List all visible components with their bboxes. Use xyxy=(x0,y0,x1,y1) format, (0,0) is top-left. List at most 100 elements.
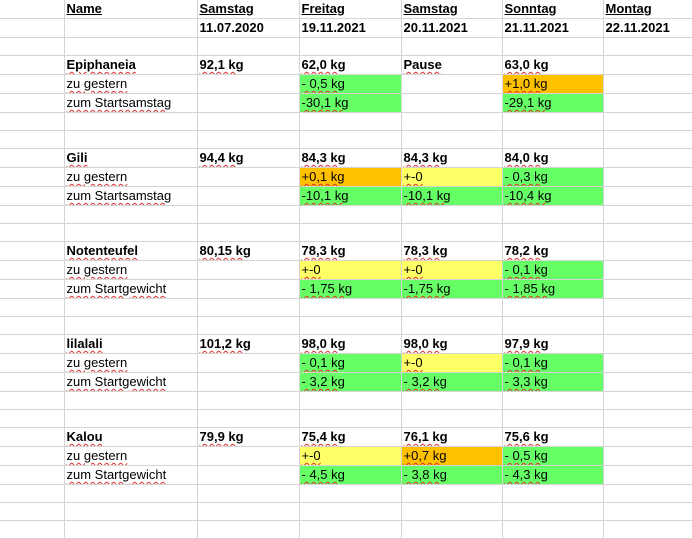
cell[interactable] xyxy=(64,409,198,428)
diff-cell[interactable] xyxy=(603,446,692,466)
cell[interactable] xyxy=(401,316,503,335)
cell[interactable] xyxy=(0,298,65,317)
cell[interactable] xyxy=(401,205,503,224)
cell[interactable] xyxy=(197,465,300,485)
header-date[interactable]: 11.07.2020 xyxy=(197,18,300,38)
weight-cell[interactable]: Pause xyxy=(401,55,503,75)
diff-cell[interactable]: - 0,5 kg xyxy=(299,74,402,94)
cell[interactable] xyxy=(64,391,198,410)
cell[interactable] xyxy=(401,112,503,131)
total-cell[interactable]: - 3,3 kg xyxy=(502,372,604,392)
cell[interactable] xyxy=(64,502,198,521)
cell[interactable] xyxy=(401,520,503,539)
cell[interactable] xyxy=(0,391,65,410)
cell[interactable] xyxy=(197,260,300,280)
cell[interactable] xyxy=(0,74,65,94)
cell[interactable] xyxy=(502,298,604,317)
cell[interactable] xyxy=(197,279,300,299)
diff-cell[interactable] xyxy=(603,74,692,94)
cell[interactable] xyxy=(502,484,604,503)
cell[interactable] xyxy=(0,520,65,539)
row-label[interactable]: zu gestern xyxy=(64,353,198,373)
cell[interactable] xyxy=(0,241,65,261)
person-name[interactable]: Epiphaneia xyxy=(64,55,198,75)
cell[interactable] xyxy=(401,409,503,428)
weight-cell[interactable]: 75,4 kg xyxy=(299,427,402,447)
cell[interactable] xyxy=(0,334,65,354)
row-label[interactable]: zu gestern xyxy=(64,260,198,280)
total-cell[interactable] xyxy=(603,93,692,113)
cell[interactable] xyxy=(197,353,300,373)
cell[interactable] xyxy=(603,316,692,335)
total-cell[interactable]: -30,1 kg xyxy=(299,93,402,113)
cell[interactable] xyxy=(502,112,604,131)
start-weight[interactable]: 94,4 kg xyxy=(197,148,300,168)
weight-cell[interactable]: 98,0 kg xyxy=(401,334,503,354)
cell[interactable] xyxy=(0,167,65,187)
weight-cell[interactable]: 84,0 kg xyxy=(502,148,604,168)
diff-cell[interactable]: +-0 xyxy=(401,353,503,373)
row-label[interactable]: zum Startgewicht xyxy=(64,372,198,392)
diff-cell[interactable] xyxy=(603,260,692,280)
cell[interactable] xyxy=(197,520,300,539)
diff-cell[interactable]: - 0,1 kg xyxy=(502,260,604,280)
cell[interactable] xyxy=(299,112,402,131)
cell[interactable] xyxy=(401,37,503,56)
cell[interactable] xyxy=(299,298,402,317)
cell[interactable] xyxy=(197,112,300,131)
total-cell[interactable]: - 1,85 kg xyxy=(502,279,604,299)
start-weight[interactable]: 92,1 kg xyxy=(197,55,300,75)
header-date[interactable]: 20.11.2021 xyxy=(401,18,503,38)
weight-cell[interactable] xyxy=(603,55,692,75)
cell[interactable] xyxy=(0,130,65,149)
total-cell[interactable]: -1,75 kg xyxy=(401,279,503,299)
cell[interactable] xyxy=(502,205,604,224)
start-weight[interactable]: 101,2 kg xyxy=(197,334,300,354)
header-date[interactable]: 21.11.2021 xyxy=(502,18,604,38)
cell[interactable] xyxy=(0,37,65,56)
cell[interactable] xyxy=(197,298,300,317)
person-name[interactable]: Gili xyxy=(64,148,198,168)
cell[interactable] xyxy=(0,446,65,466)
cell[interactable] xyxy=(299,520,402,539)
total-cell[interactable]: - 3,8 kg xyxy=(401,465,503,485)
cell[interactable] xyxy=(0,205,65,224)
row-label[interactable]: zu gestern xyxy=(64,74,198,94)
cell[interactable] xyxy=(502,37,604,56)
diff-cell[interactable]: +0,1 kg xyxy=(299,167,402,187)
cell[interactable] xyxy=(197,484,300,503)
total-cell[interactable]: -10,1 kg xyxy=(401,186,503,206)
cell[interactable] xyxy=(401,502,503,521)
total-cell[interactable]: - 4,5 kg xyxy=(299,465,402,485)
cell[interactable] xyxy=(64,130,198,149)
total-cell[interactable] xyxy=(603,186,692,206)
cell[interactable] xyxy=(502,130,604,149)
total-cell[interactable] xyxy=(401,93,503,113)
cell[interactable] xyxy=(197,446,300,466)
cell[interactable] xyxy=(401,223,503,242)
weight-cell[interactable]: 76,1 kg xyxy=(401,427,503,447)
cell[interactable] xyxy=(502,520,604,539)
cell[interactable] xyxy=(0,55,65,75)
weight-cell[interactable]: 63,0 kg xyxy=(502,55,604,75)
cell[interactable] xyxy=(0,502,65,521)
person-name[interactable]: lilalali xyxy=(64,334,198,354)
cell[interactable] xyxy=(197,37,300,56)
total-cell[interactable]: -10,1 kg xyxy=(299,186,402,206)
cell[interactable] xyxy=(197,502,300,521)
cell[interactable] xyxy=(197,409,300,428)
total-cell[interactable]: -10,4 kg xyxy=(502,186,604,206)
cell[interactable] xyxy=(0,112,65,131)
row-label[interactable]: zu gestern xyxy=(64,446,198,466)
diff-cell[interactable] xyxy=(401,74,503,94)
cell[interactable] xyxy=(197,205,300,224)
cell[interactable] xyxy=(502,502,604,521)
cell[interactable] xyxy=(603,391,692,410)
cell[interactable] xyxy=(197,93,300,113)
cell[interactable] xyxy=(0,427,65,447)
cell[interactable] xyxy=(197,372,300,392)
header-name[interactable]: Name xyxy=(64,0,198,19)
cell[interactable] xyxy=(299,223,402,242)
cell[interactable] xyxy=(197,167,300,187)
weight-cell[interactable]: 84,3 kg xyxy=(401,148,503,168)
